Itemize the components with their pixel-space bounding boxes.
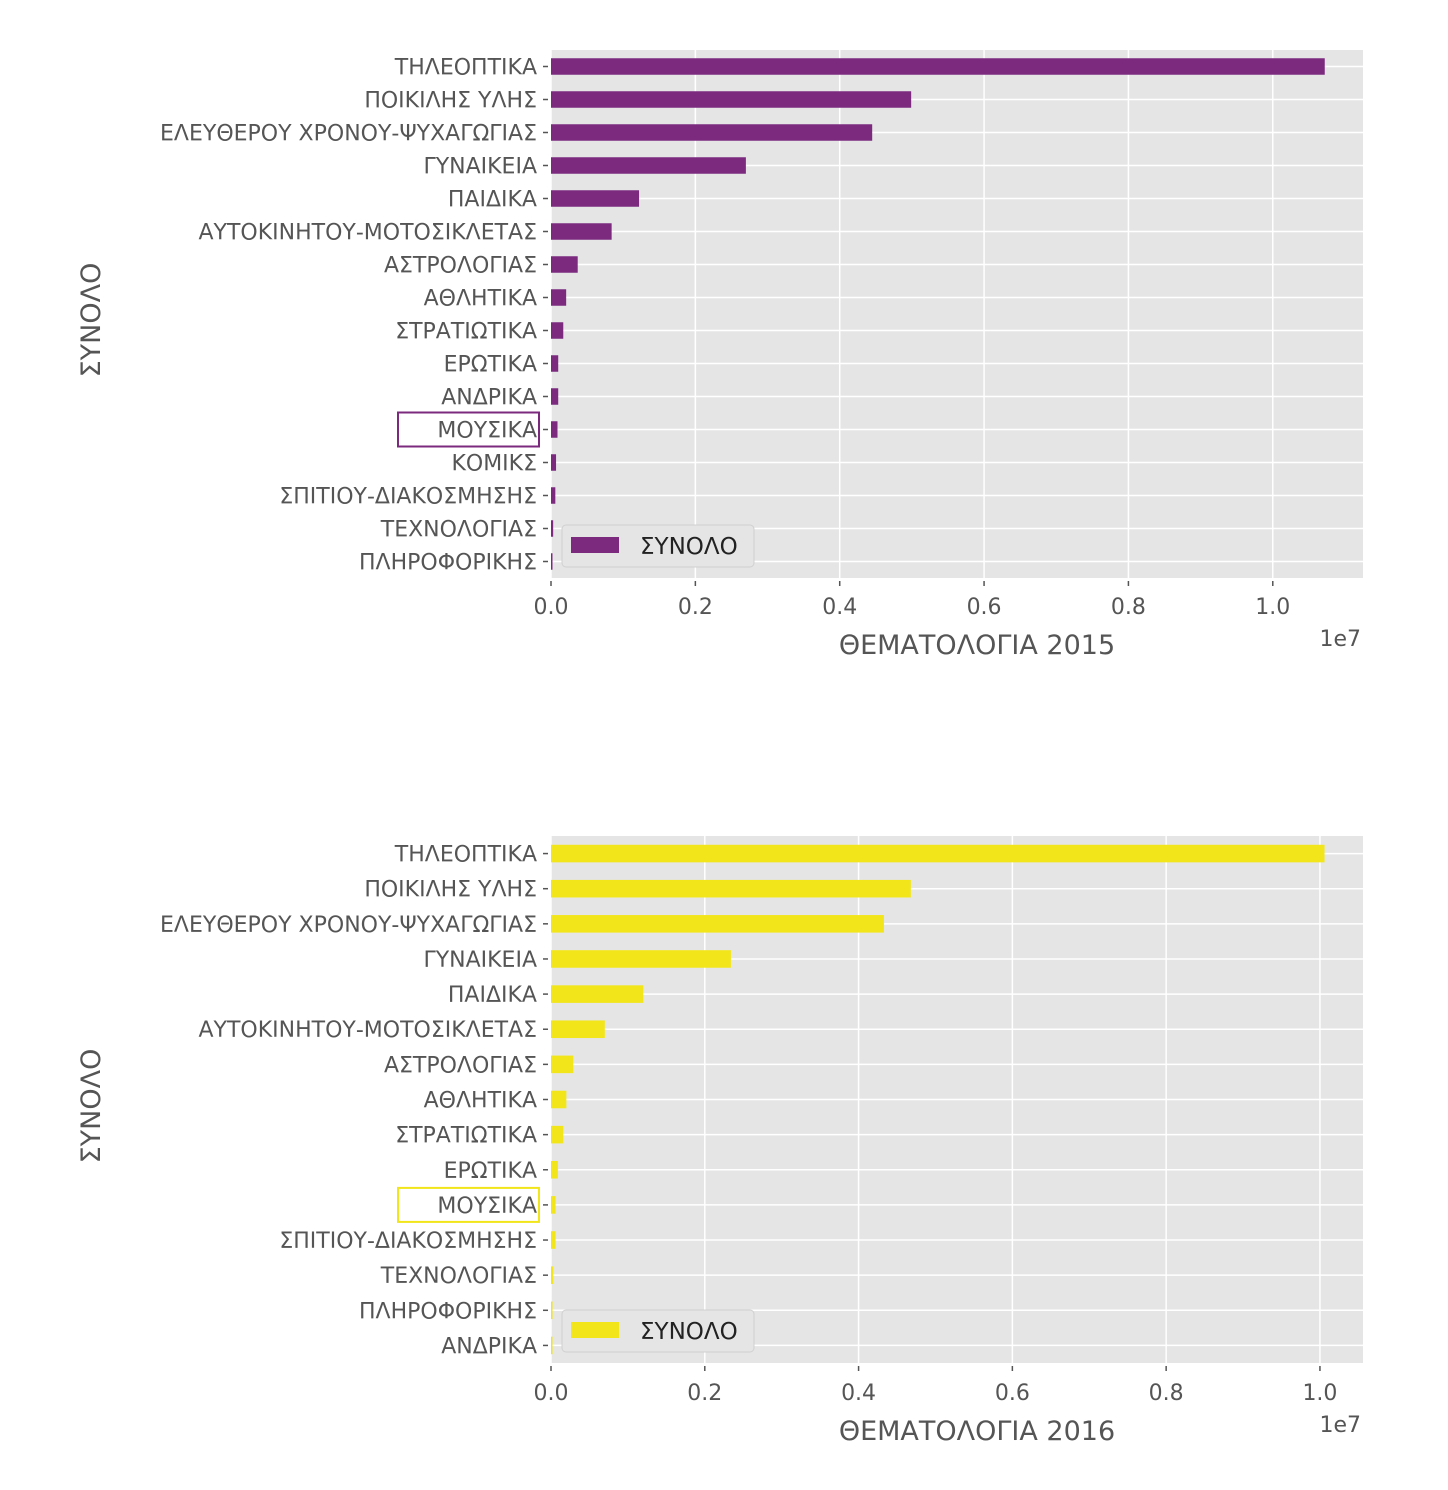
x-tick-label: 0.4 xyxy=(841,1381,876,1406)
bar xyxy=(551,421,558,438)
legend-box xyxy=(561,1309,755,1353)
y-axis-label: ΣΥΝΟΛΟ xyxy=(76,263,107,378)
y-tick-label: ΓΥΝΑΙΚΕΙΑ xyxy=(423,155,537,180)
y-tick-label: ΣΤΡΑΤΙΩΤΙΚΑ xyxy=(395,320,537,345)
y-tick-label: ΚΟΜΙΚΣ xyxy=(451,452,537,477)
y-tick-label: ΤΗΛΕΟΠΤΙΚΑ xyxy=(394,56,537,81)
y-tick-label: ΣΤΡΑΤΙΩΤΙΚΑ xyxy=(395,1124,537,1149)
bar xyxy=(551,1301,553,1320)
x-scale-label: 1e7 xyxy=(1319,1413,1361,1438)
y-tick-label: ΠΑΙΔΙΚΑ xyxy=(448,983,537,1008)
bar xyxy=(551,520,554,537)
y-tick-label: ΕΡΩΤΙΚΑ xyxy=(444,1159,537,1184)
y-tick-label: ΜΟΥΣΙΚΑ xyxy=(437,419,537,444)
bar xyxy=(551,190,640,207)
y-tick-label: ΑΥΤΟΚΙΝΗΤΟΥ-ΜΟΤΟΣΙΚΛΕΤΑΣ xyxy=(199,221,538,246)
legend-box xyxy=(561,524,755,568)
y-tick-label: ΠΛΗΡΟΦΟΡΙΚΗΣ xyxy=(359,1299,537,1324)
y-tick-label: ΤΗΛΕΟΠΤΙΚΑ xyxy=(394,843,537,868)
bar xyxy=(551,388,559,405)
x-tick-label: 1.0 xyxy=(1255,595,1290,620)
bar xyxy=(551,454,557,471)
y-tick-label: ΤΕΧΝΟΛΟΓΙΑΣ xyxy=(380,1264,537,1289)
legend: ΣΥΝΟΛΟ xyxy=(561,524,755,568)
x-tick-label: 0.0 xyxy=(534,1381,569,1406)
bar xyxy=(551,950,731,968)
bar xyxy=(551,223,612,240)
y-tick-label: ΣΠΙΤΙΟΥ-ΔΙΑΚΟΣΜΗΣΗΣ xyxy=(279,1229,537,1254)
bar xyxy=(551,355,559,372)
bar xyxy=(551,1266,554,1284)
bar xyxy=(551,1125,564,1144)
x-axis-label: ΘΕΜΑΤΟΛΟΓΙΑ 2015 xyxy=(839,630,1115,661)
y-axis-label: ΣΥΝΟΛΟ xyxy=(76,1049,107,1164)
y-tick-label: ΠΟΙΚΙΛΗΣ ΥΛΗΣ xyxy=(364,89,537,114)
x-tick-label: 0.2 xyxy=(687,1381,722,1406)
y-tick-label: ΑΣΤΡΟΛΟΓΙΑΣ xyxy=(384,1053,537,1078)
legend-swatch xyxy=(571,1322,619,1338)
x-tick-label: 0.6 xyxy=(995,1381,1030,1406)
bar xyxy=(551,1020,605,1039)
legend: ΣΥΝΟΛΟ xyxy=(561,1309,755,1353)
chart-1: ΤΗΛΕΟΠΤΙΚΑ ΠΟΙΚΙΛΗΣ ΥΛΗΣ ΕΛΕΥΘΕΡΟΥ ΧΡΟΝΟΥ-… xyxy=(76,50,1363,661)
bar xyxy=(551,256,578,273)
y-tick-label: ΑΝΔΡΙΚΑ xyxy=(441,1334,537,1359)
y-tick-label: ΠΛΗΡΟΦΟΡΙΚΗΣ xyxy=(359,551,537,576)
y-tick-label: ΓΥΝΑΙΚΕΙΑ xyxy=(423,948,537,973)
bar xyxy=(551,58,1325,75)
x-tick-label: 1.0 xyxy=(1302,1381,1337,1406)
y-tick-label: ΕΛΕΥΘΕΡΟΥ ΧΡΟΝΟΥ-ΨΥΧΑΓΩΓΙΑΣ xyxy=(160,913,537,938)
y-tick-label: ΣΠΙΤΙΟΥ-ΔΙΑΚΟΣΜΗΣΗΣ xyxy=(279,485,537,510)
y-tick-label: ΤΕΧΝΟΛΟΓΙΑΣ xyxy=(380,518,537,543)
y-tick-label: ΑΥΤΟΚΙΝΗΤΟΥ-ΜΟΤΟΣΙΚΛΕΤΑΣ xyxy=(199,1018,538,1043)
bar xyxy=(551,1231,556,1249)
x-tick-label: 0.0 xyxy=(534,595,569,620)
legend-label: ΣΥΝΟΛΟ xyxy=(640,1319,738,1345)
y-tick-label: ΠΑΙΔΙΚΑ xyxy=(448,188,537,213)
y-tick-label: ΑΝΔΡΙΚΑ xyxy=(441,386,537,411)
x-tick-label: 0.8 xyxy=(1111,595,1146,620)
y-tick-label: ΑΘΛΗΤΙΚΑ xyxy=(424,1089,537,1114)
bar xyxy=(551,1055,574,1074)
bar xyxy=(551,157,746,174)
bar xyxy=(551,1196,556,1214)
x-tick-label: 0.6 xyxy=(967,595,1002,620)
bar xyxy=(551,487,556,504)
legend-swatch xyxy=(571,537,619,553)
bar xyxy=(551,1090,567,1109)
x-tick-label: 0.2 xyxy=(678,595,713,620)
y-tick-label: ΜΟΥΣΙΚΑ xyxy=(437,1194,537,1219)
y-tick-label: ΑΣΤΡΟΛΟΓΙΑΣ xyxy=(384,254,537,279)
bar xyxy=(551,1160,558,1179)
y-tick-label: ΑΘΛΗΤΙΚΑ xyxy=(424,287,537,312)
chart-2: ΤΗΛΕΟΠΤΙΚΑ ΠΟΙΚΙΛΗΣ ΥΛΗΣ ΕΛΕΥΘΕΡΟΥ ΧΡΟΝΟΥ-… xyxy=(76,836,1363,1447)
bar xyxy=(551,124,873,141)
x-axis-label: ΘΕΜΑΤΟΛΟΓΙΑ 2016 xyxy=(839,1416,1115,1447)
bar xyxy=(551,91,912,108)
bar xyxy=(551,322,564,339)
bar xyxy=(551,879,911,898)
x-scale-label: 1e7 xyxy=(1319,627,1361,652)
bar xyxy=(551,844,1325,863)
x-tick-label: 0.8 xyxy=(1149,1381,1184,1406)
highlight-box xyxy=(397,1186,540,1223)
y-tick-label: ΕΡΩΤΙΚΑ xyxy=(444,353,537,378)
y-tick-label: ΕΛΕΥΘΕΡΟΥ ΧΡΟΝΟΥ-ΨΥΧΑΓΩΓΙΑΣ xyxy=(160,122,537,147)
bar xyxy=(551,985,644,1003)
bar xyxy=(551,1336,553,1355)
bar xyxy=(551,553,553,570)
legend-label: ΣΥΝΟΛΟ xyxy=(640,534,738,560)
x-tick-label: 0.4 xyxy=(822,595,857,620)
y-tick-label: ΠΟΙΚΙΛΗΣ ΥΛΗΣ xyxy=(364,878,537,903)
bar xyxy=(551,915,884,933)
bar xyxy=(551,289,567,306)
highlight-box xyxy=(397,411,540,448)
